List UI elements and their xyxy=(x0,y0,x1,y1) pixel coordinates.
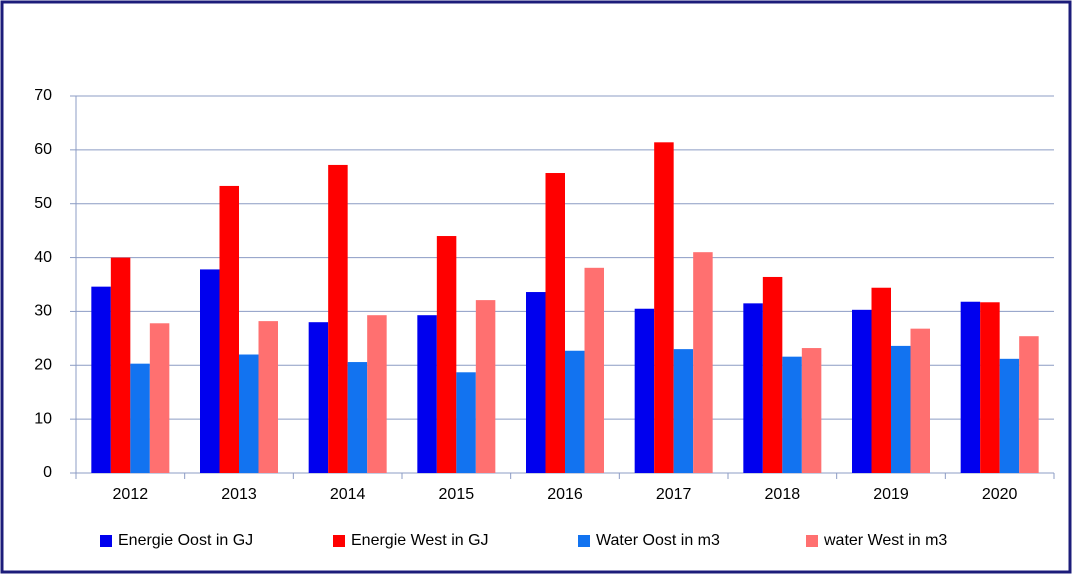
bar xyxy=(871,287,891,473)
bar xyxy=(149,323,170,473)
y-tick-label: 60 xyxy=(34,141,52,158)
x-tick-label: 2016 xyxy=(547,486,583,503)
x-tick-label: 2015 xyxy=(439,486,475,503)
bar xyxy=(980,302,1000,473)
bar xyxy=(801,348,822,473)
legend-label: water West in m3 xyxy=(823,532,947,549)
y-tick-label: 10 xyxy=(34,410,52,427)
bar xyxy=(762,276,783,473)
legend-label: Water Oost in m3 xyxy=(596,532,720,549)
bar xyxy=(545,173,565,473)
bar xyxy=(673,349,694,473)
bar xyxy=(634,308,655,473)
x-tick-label: 2018 xyxy=(765,486,801,503)
y-tick-label: 50 xyxy=(34,195,52,212)
bar xyxy=(475,300,496,473)
bar xyxy=(782,356,802,473)
bar xyxy=(584,267,604,473)
bar xyxy=(960,301,981,473)
bar xyxy=(200,269,220,473)
legend-label: Energie West in GJ xyxy=(351,532,489,549)
bar xyxy=(347,362,368,473)
bar xyxy=(367,315,387,473)
x-tick-label: 2012 xyxy=(113,486,149,503)
bar xyxy=(526,292,546,473)
bar xyxy=(891,345,911,473)
x-tick-label: 2014 xyxy=(330,486,366,503)
y-tick-label: 40 xyxy=(34,249,52,266)
y-tick-label: 30 xyxy=(34,303,52,320)
bar xyxy=(110,257,131,473)
bar xyxy=(436,236,457,473)
bar xyxy=(328,164,348,474)
legend-swatch xyxy=(333,535,345,547)
bar xyxy=(239,354,259,473)
bar xyxy=(258,321,278,473)
legend-swatch xyxy=(578,535,590,547)
legend-label: Energie Oost in GJ xyxy=(118,532,253,549)
x-tick-label: 2017 xyxy=(656,486,692,503)
x-tick-label: 2013 xyxy=(221,486,257,503)
legend-swatch xyxy=(100,535,112,547)
bar xyxy=(417,315,437,473)
x-tick-label: 2020 xyxy=(982,486,1018,503)
legend-swatch xyxy=(806,535,818,547)
y-tick-label: 70 xyxy=(34,87,52,104)
bar xyxy=(91,286,111,473)
bar xyxy=(130,363,150,473)
bar xyxy=(456,372,476,473)
y-tick-label: 0 xyxy=(43,464,52,481)
bar xyxy=(308,322,329,473)
bar xyxy=(565,350,585,473)
bar xyxy=(743,303,763,473)
bar xyxy=(852,309,872,473)
y-tick-label: 20 xyxy=(34,357,52,374)
bar xyxy=(1019,336,1039,473)
bar xyxy=(999,358,1020,473)
bar xyxy=(910,328,930,473)
bar xyxy=(219,185,239,474)
x-tick-label: 2019 xyxy=(873,486,909,503)
bar xyxy=(654,142,674,473)
bar xyxy=(693,252,713,473)
